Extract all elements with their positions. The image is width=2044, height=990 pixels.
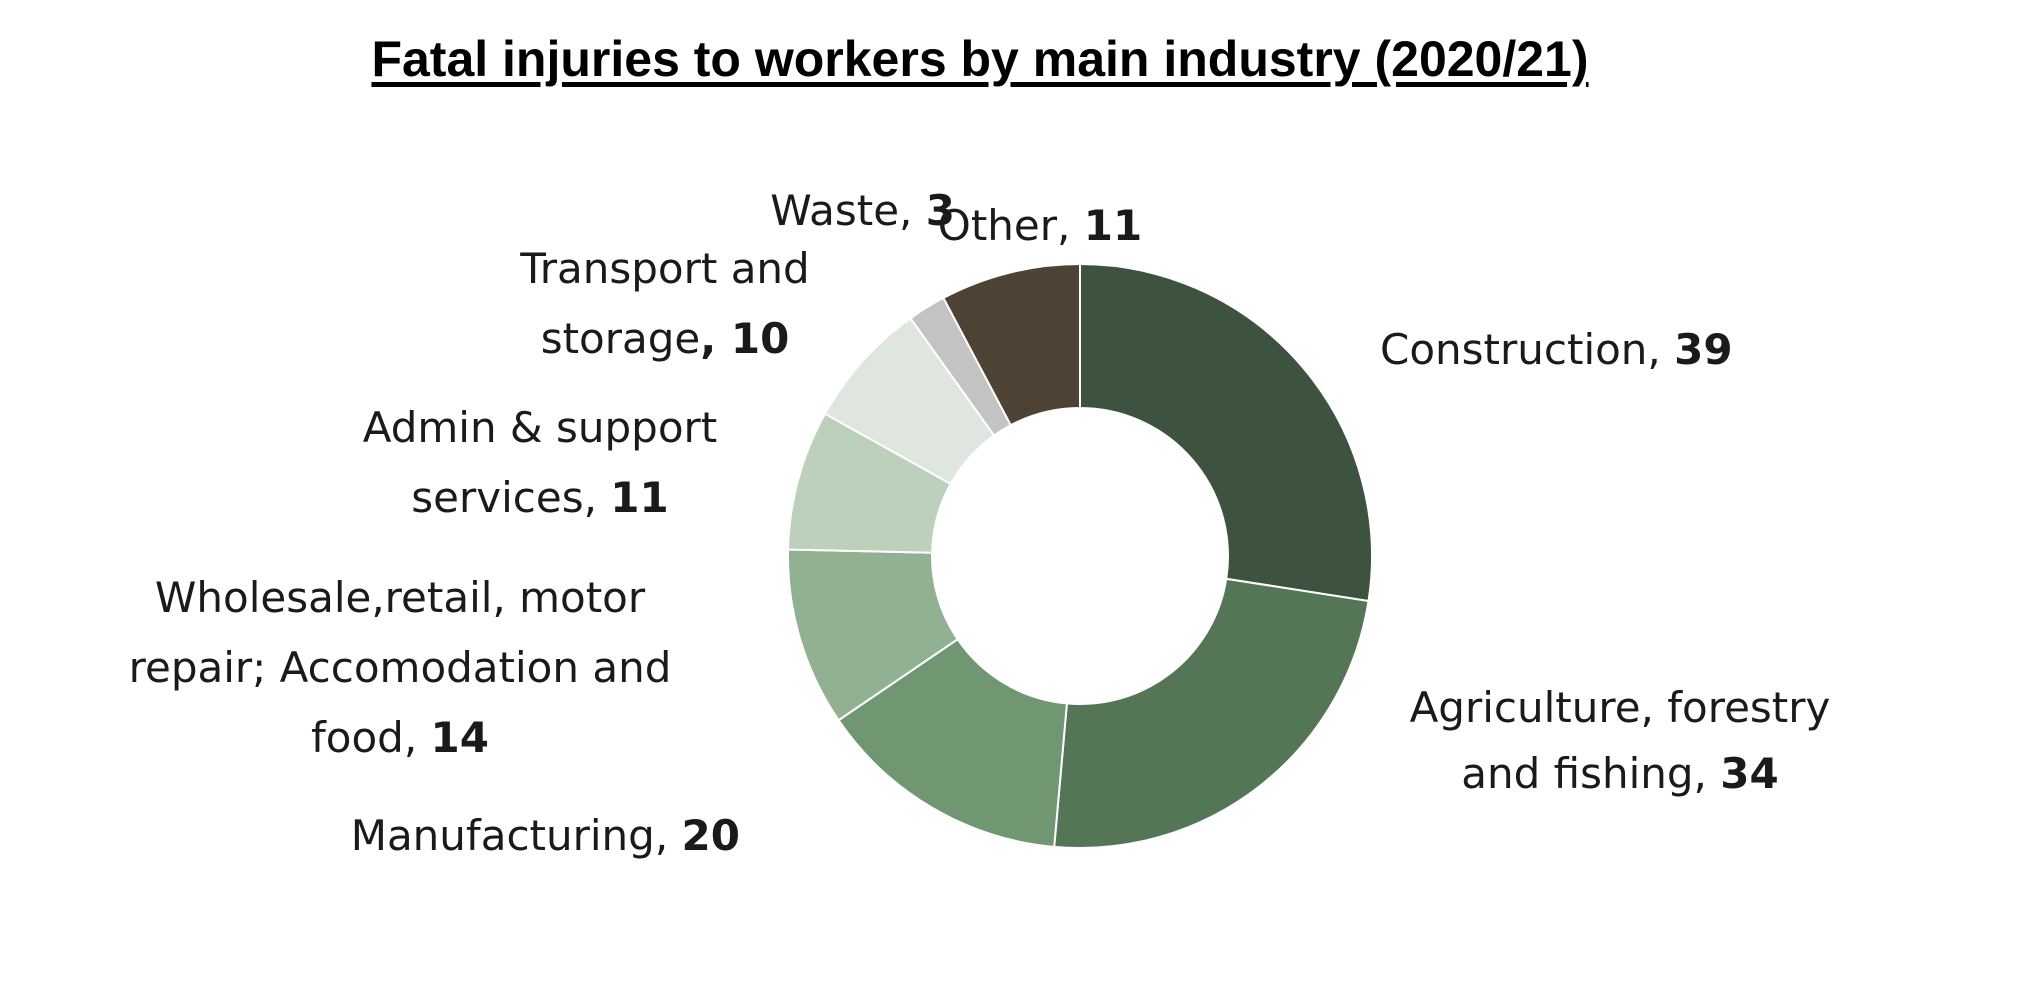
slice-other xyxy=(942,262,1081,427)
data-label-waste: Waste, 3 xyxy=(770,186,955,235)
data-label-wholesale-retail-motor-repair-accomodation-and-food: Wholesale,retail, motor repair; Accomodat… xyxy=(129,573,672,762)
slice-agriculture-forestry-and-fishing xyxy=(1053,577,1370,849)
data-label-admin-support-services: Admin & support services, 11 xyxy=(363,403,718,522)
data-label-agriculture-forestry-and-fishing: Agriculture, forestry and fishing, 34 xyxy=(1410,683,1831,798)
data-label-other: Other, 11 xyxy=(938,201,1142,250)
chart-title: Fatal injuries to workers by main indust… xyxy=(371,31,1589,87)
data-label-manufacturing: Manufacturing, 20 xyxy=(351,811,740,860)
slice-construction xyxy=(1079,262,1373,603)
data-label-transport-and-storage: Transport and storage, 10 xyxy=(519,244,809,363)
data-label-construction: Construction, 39 xyxy=(1380,325,1733,374)
slice-manufacturing xyxy=(837,637,1069,848)
